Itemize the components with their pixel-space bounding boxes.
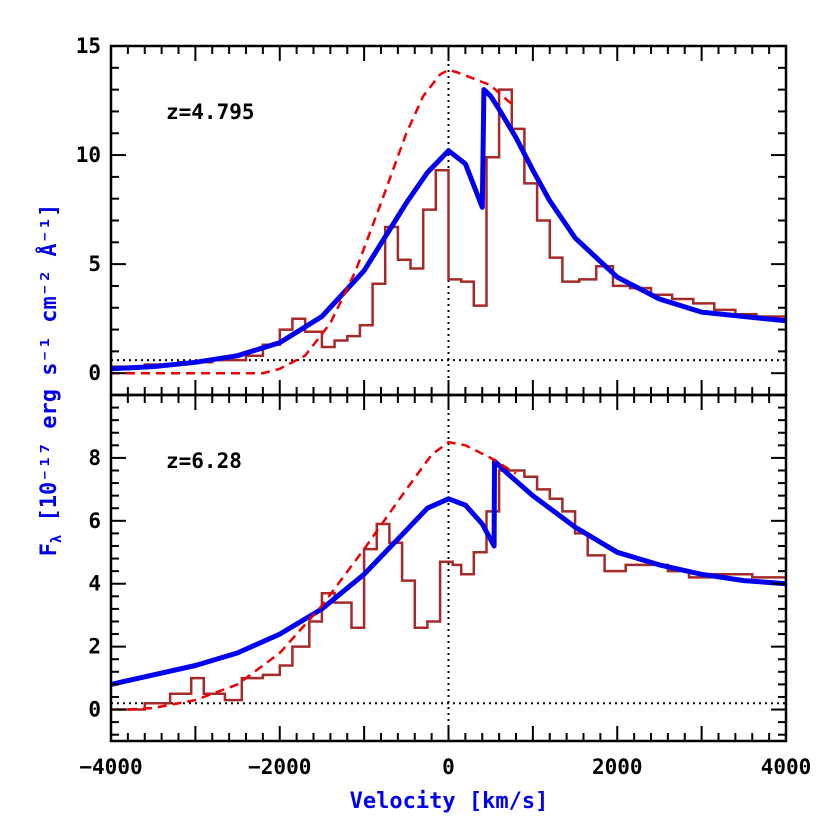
xtick-label: 4000	[761, 755, 812, 779]
svg-text:Fλ [10⁻¹⁷ erg s⁻¹ cm⁻² Å⁻¹]: Fλ [10⁻¹⁷ erg s⁻¹ cm⁻² Å⁻¹]	[36, 204, 65, 557]
bottom-ytick-label: 8	[88, 446, 101, 470]
xtick-label: 0	[442, 755, 455, 779]
xtick-label: −2000	[248, 755, 311, 779]
xtick-label: −4000	[79, 755, 142, 779]
top-intrinsic-profile	[111, 68, 517, 375]
top-plot-area	[111, 46, 786, 395]
bottom-ytick-label: 0	[88, 698, 101, 722]
y-axis-label: Fλ [10⁻¹⁷ erg s⁻¹ cm⁻² Å⁻¹]	[36, 204, 65, 557]
y-axis-label-rest: [10⁻¹⁷ erg s⁻¹ cm⁻² Å⁻¹]	[36, 204, 62, 535]
bottom-plot-area	[111, 395, 786, 741]
bottom-ytick-label: 6	[88, 509, 101, 533]
top-panel: 0 5 10 15 z=4.795	[76, 34, 788, 397]
bottom-observed-spectrum	[111, 469, 786, 711]
bottom-model-fit	[111, 458, 786, 687]
top-observed-spectrum	[111, 88, 786, 368]
bottom-panel: 0 2 4 6 8 z=6.28	[88, 393, 788, 743]
top-ytick-label: 0	[88, 361, 101, 385]
top-ytick-label: 5	[88, 252, 101, 276]
bottom-intrinsic-profile	[127, 440, 517, 711]
top-ytick-label: 10	[76, 143, 101, 167]
xtick-label: 2000	[592, 755, 643, 779]
top-redshift-label: z=4.795	[166, 100, 255, 124]
top-model-fit	[111, 87, 786, 372]
x-axis-label: Velocity [km/s]	[350, 789, 549, 814]
bottom-redshift-label: z=6.28	[166, 449, 242, 473]
top-ytick-label: 15	[76, 34, 101, 58]
y-axis-label-sub: λ	[49, 535, 65, 543]
bottom-ytick-label: 4	[88, 572, 101, 596]
x-tick-labels: −4000 −2000 0 2000 4000	[79, 755, 811, 779]
bottom-ytick-label: 2	[88, 635, 101, 659]
y-axis-label-main: F	[37, 543, 62, 556]
